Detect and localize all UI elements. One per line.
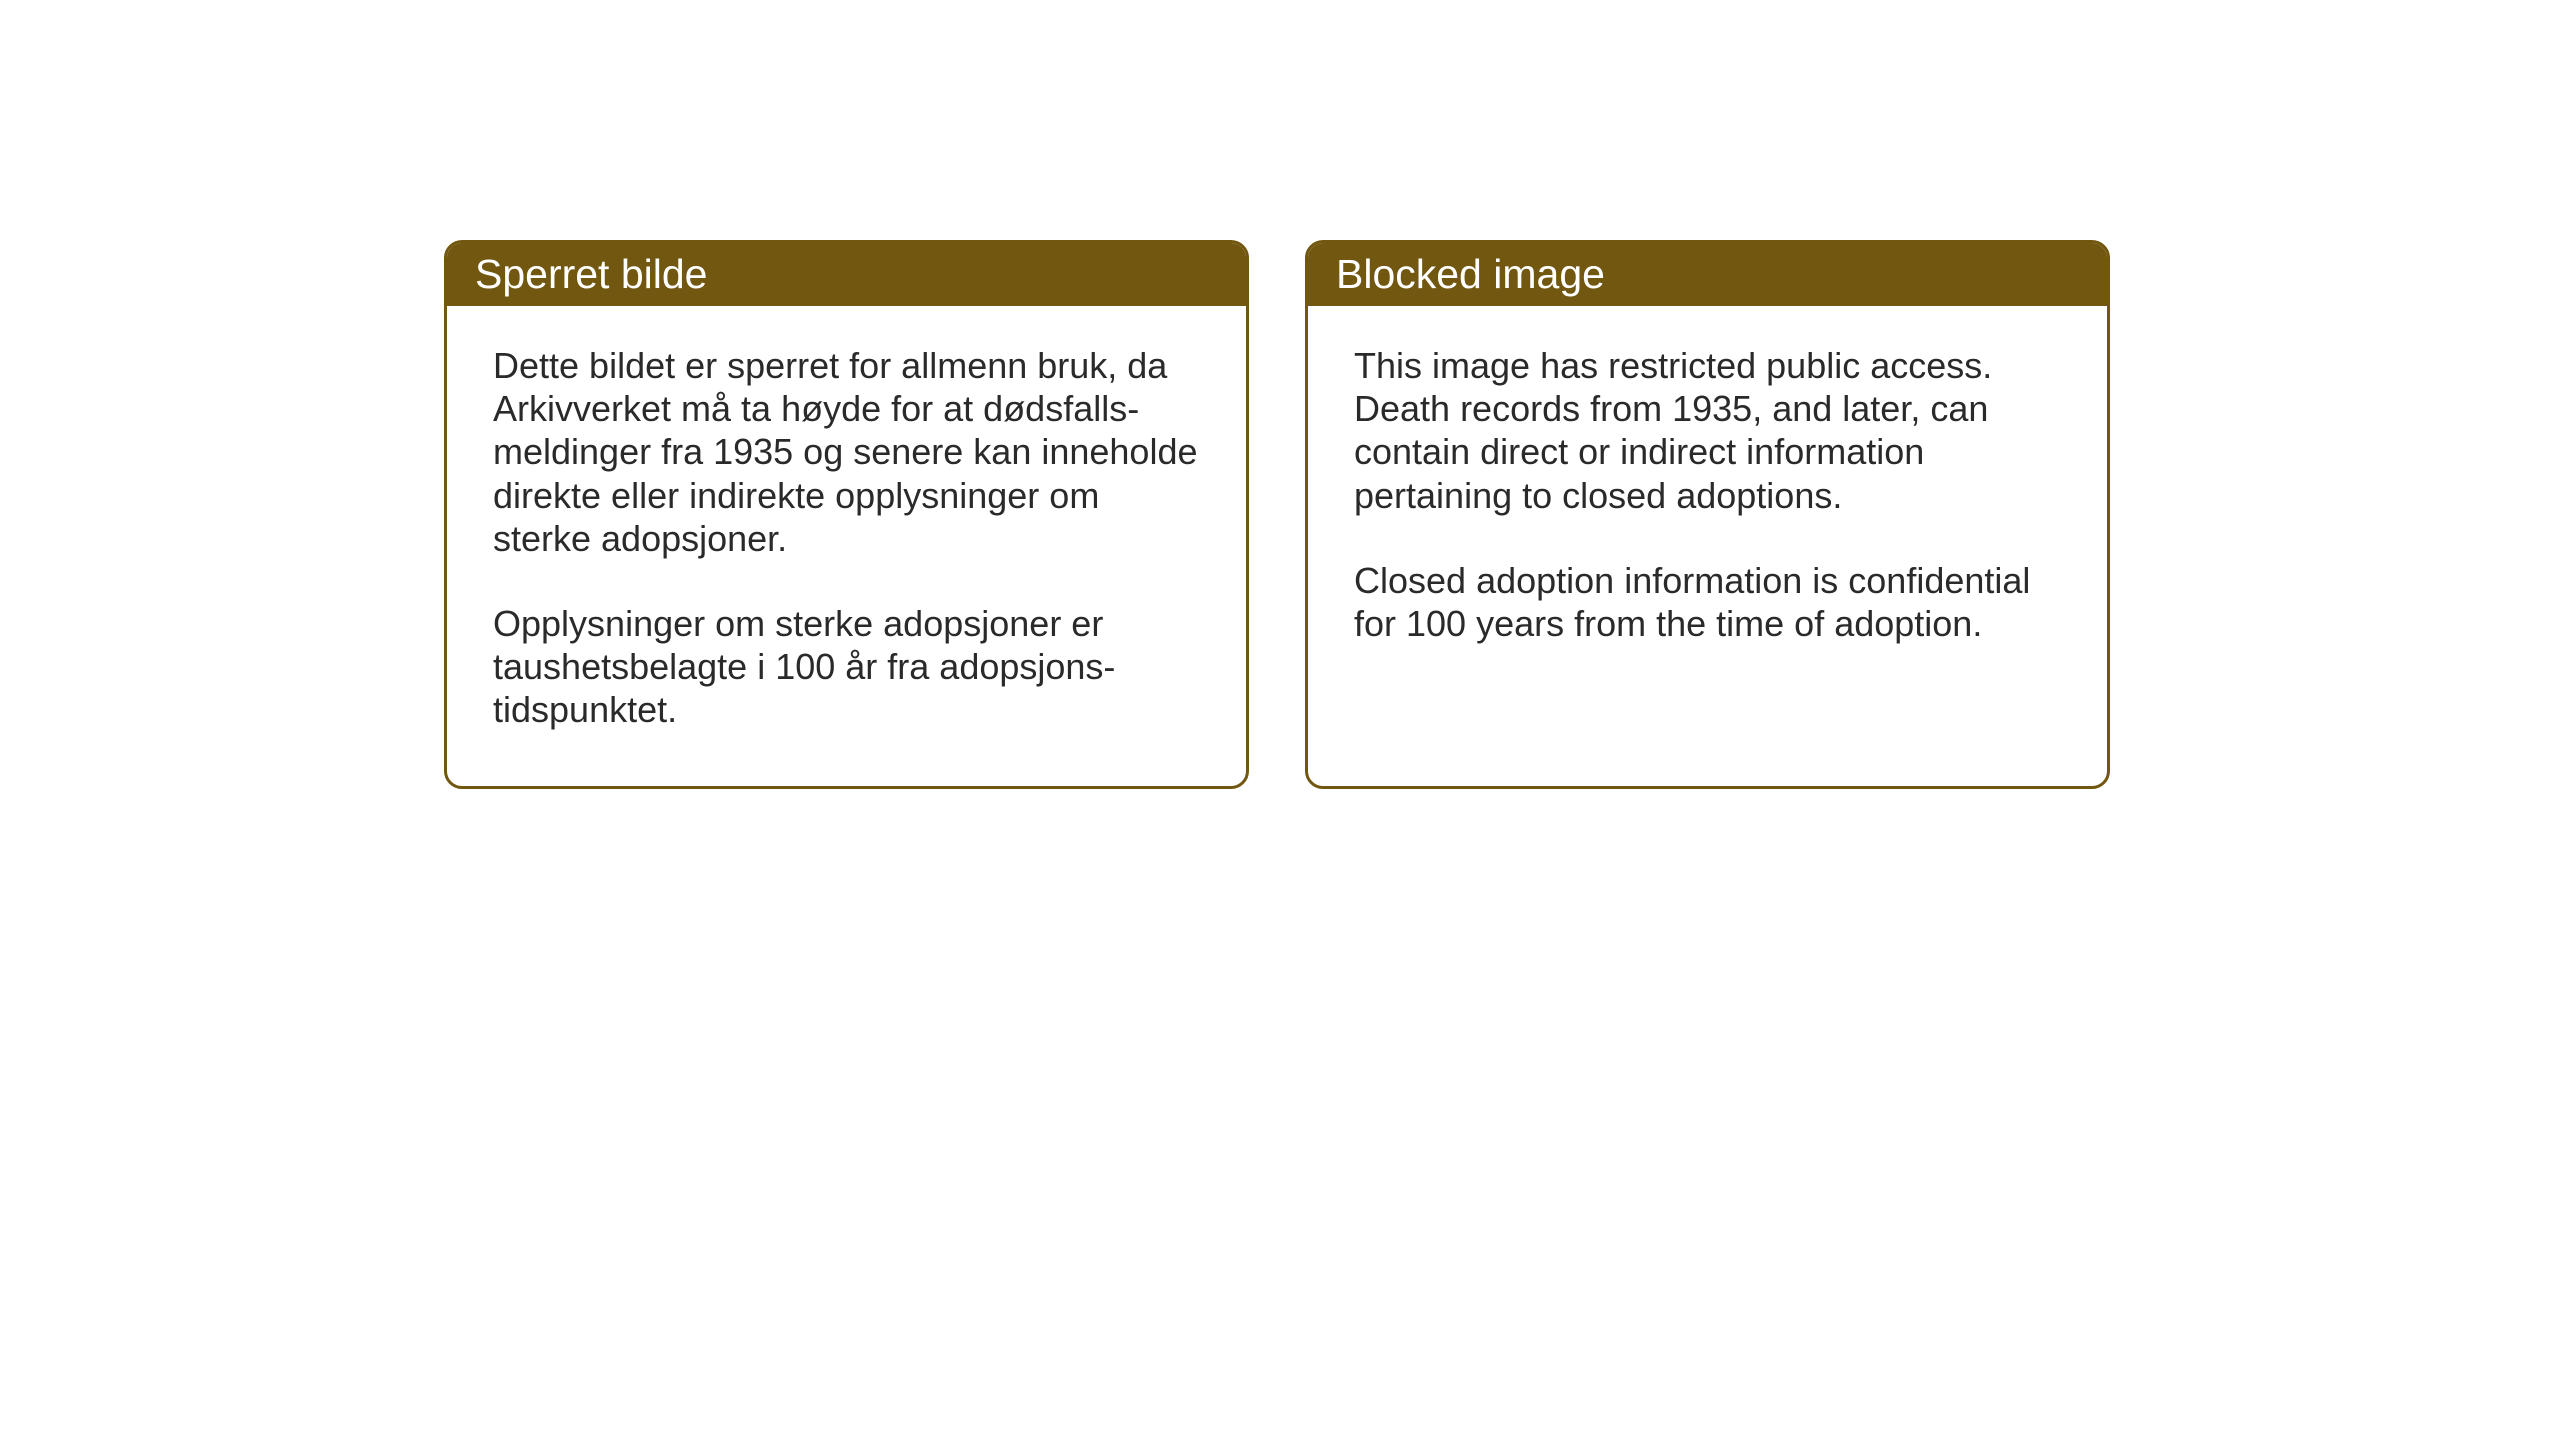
card-header-english: Blocked image [1308, 243, 2107, 306]
blocked-image-card-norwegian: Sperret bilde Dette bildet er sperret fo… [444, 240, 1249, 789]
card-title-norwegian: Sperret bilde [475, 251, 707, 297]
card-header-norwegian: Sperret bilde [447, 243, 1246, 306]
card-body-norwegian: Dette bildet er sperret for allmenn bruk… [447, 306, 1246, 786]
card-paragraph-1-norwegian: Dette bildet er sperret for allmenn bruk… [493, 344, 1200, 560]
card-body-english: This image has restricted public access.… [1308, 306, 2107, 699]
card-title-english: Blocked image [1336, 251, 1605, 297]
card-paragraph-2-english: Closed adoption information is confident… [1354, 559, 2061, 645]
card-paragraph-1-english: This image has restricted public access.… [1354, 344, 2061, 517]
cards-container: Sperret bilde Dette bildet er sperret fo… [0, 0, 2560, 789]
card-paragraph-2-norwegian: Opplysninger om sterke adopsjoner er tau… [493, 602, 1200, 732]
blocked-image-card-english: Blocked image This image has restricted … [1305, 240, 2110, 789]
